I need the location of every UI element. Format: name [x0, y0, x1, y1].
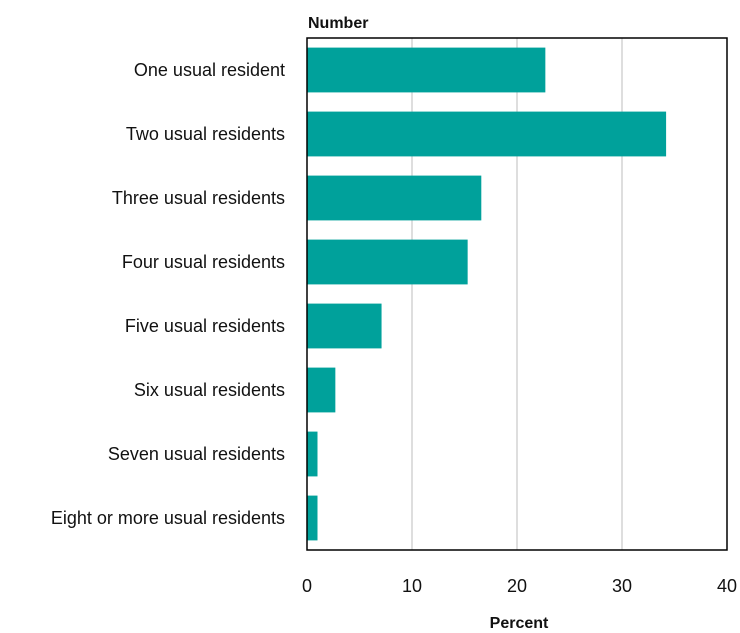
category-label: Three usual residents [112, 188, 285, 208]
x-tick-label: 40 [717, 576, 737, 596]
bar-4 [307, 239, 468, 285]
x-tick-label: 30 [612, 576, 632, 596]
x-tick-label: 20 [507, 576, 527, 596]
bar-1 [307, 47, 546, 93]
x-axis-title: Percent [490, 615, 549, 632]
bar-5 [307, 303, 382, 349]
x-tick-label: 10 [402, 576, 422, 596]
y-axis-title: Number [308, 15, 368, 32]
x-tick-label: 0 [302, 576, 312, 596]
category-labels: One usual resident Two usual residents Thr… [51, 60, 285, 528]
bar-8 [307, 495, 318, 541]
category-label: Two usual residents [126, 124, 285, 144]
category-label: Four usual residents [122, 252, 285, 272]
bars [307, 47, 667, 541]
category-label: One usual resident [134, 60, 285, 80]
plot-frame [306, 37, 728, 551]
category-label: Seven usual residents [108, 444, 285, 464]
bar-6 [307, 367, 336, 413]
x-tick-labels: 0 10 20 30 40 [302, 576, 737, 596]
bar-3 [307, 175, 482, 221]
category-label: Five usual residents [125, 316, 285, 336]
category-label: Eight or more usual residents [51, 508, 285, 528]
bar-2 [307, 111, 667, 157]
category-label: Six usual residents [134, 380, 285, 400]
bar-7 [307, 431, 318, 477]
